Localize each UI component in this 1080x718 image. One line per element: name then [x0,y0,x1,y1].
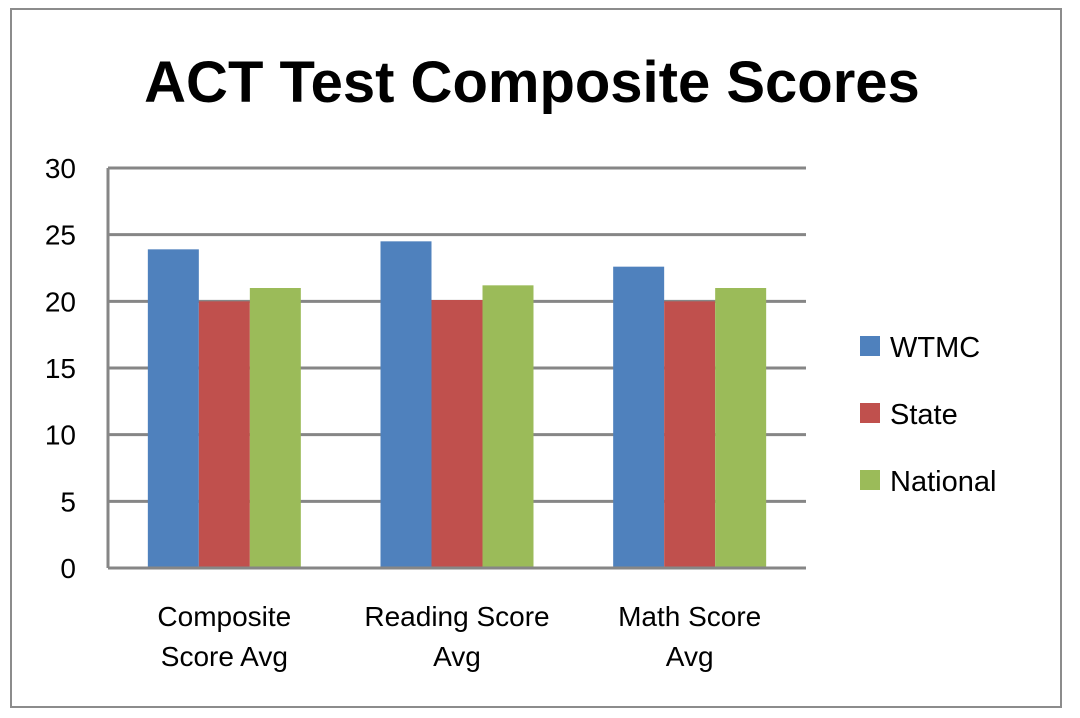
bar-national-0 [249,288,301,568]
x-category-label: Composite [157,601,291,632]
legend-label-national: National [890,466,996,498]
legend-label-wtmc: WTMC [890,332,980,364]
chart-title: ACT Test Composite Scores [144,50,920,115]
legend-label-state: State [890,399,958,431]
bar-state-0 [198,301,250,568]
y-tick-label: 15 [45,353,76,384]
x-category-label: Math Score [618,601,761,632]
y-tick-label: 5 [60,486,76,517]
y-tick-label: 30 [45,153,76,184]
x-category-label: Avg [433,641,481,672]
y-tick-label: 20 [45,286,76,317]
legend-swatch-state [860,403,880,423]
y-axis-ticks: 0 5 10 15 20 25 30 [45,153,76,584]
bar-wtmc-2 [613,266,665,568]
y-tick-label: 25 [45,220,76,251]
bar-state-2 [664,301,716,568]
y-tick-label: 10 [45,420,76,451]
bars [147,241,767,569]
x-category-label: Score Avg [161,641,288,672]
x-axis-categories: Composite Score Avg Reading Score Avg Math S… [157,601,761,672]
x-category-label: Avg [666,641,714,672]
bar-national-1 [482,285,534,568]
legend: WTMC State National [860,332,996,498]
legend-swatch-wtmc [860,336,880,356]
x-category-label: Reading Score [364,601,549,632]
bar-wtmc-1 [380,241,432,569]
bar-state-1 [431,300,483,568]
bar-wtmc-0 [147,249,199,569]
bar-national-2 [715,288,767,568]
legend-swatch-national [860,470,880,490]
y-tick-label: 0 [60,553,76,584]
axes [106,168,806,570]
